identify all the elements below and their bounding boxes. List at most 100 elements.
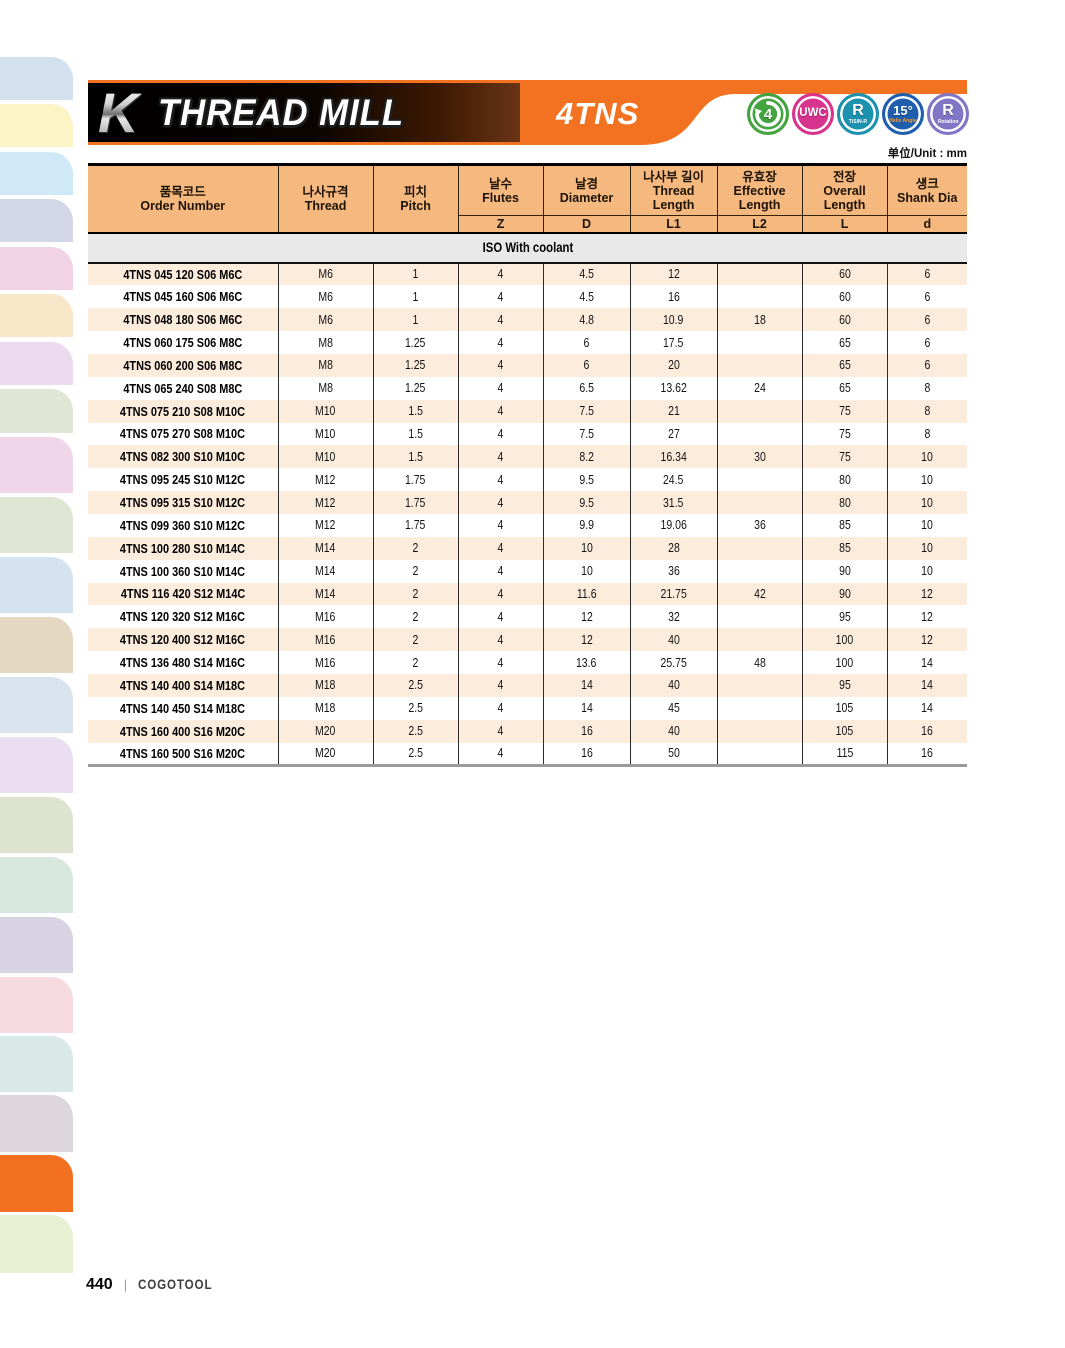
value-cell: 13.62: [629, 376, 718, 400]
side-tab-3: [0, 152, 73, 195]
spec-table: 품목코드 Order Number 나사규격 Thread 피치 Pitch 날수 Flute…: [88, 163, 967, 767]
value-cell: 14: [542, 696, 631, 720]
value-cell: 9.5: [542, 468, 631, 492]
header-row-main: 품목코드 Order Number 나사규격 Thread 피치 Pitch 날수 Flute…: [88, 164, 967, 234]
value-cell: 60: [801, 285, 888, 309]
value-cell: 60: [801, 262, 888, 286]
order-number-cell: 4TNS 120 320 S12 M16C: [120, 609, 246, 625]
value-cell: 40: [629, 673, 718, 697]
value-cell: [716, 353, 803, 377]
side-tab-21: [0, 1155, 73, 1212]
value-cell: 2.5: [372, 673, 459, 697]
value-cell: 10.9: [629, 308, 718, 332]
value-cell: 12: [542, 628, 631, 652]
side-tab-15: [0, 797, 73, 853]
value-cell: 85: [801, 536, 888, 560]
side-tab-22: [0, 1215, 73, 1273]
column-symbol: L2: [716, 215, 803, 234]
value-cell: M18: [277, 696, 374, 720]
order-number-cell: 4TNS 160 400 S16 M20C: [88, 719, 279, 743]
value-cell: 4: [457, 513, 544, 537]
value-cell: 1: [372, 308, 459, 332]
value-cell: 9.5: [542, 491, 631, 514]
value-cell: M16: [277, 628, 374, 652]
value-cell: 7.5: [542, 422, 631, 446]
order-number-cell: 4TNS 065 240 S08 M8C: [123, 380, 243, 396]
value-cell: 60: [801, 308, 888, 332]
value-cell: 27: [629, 422, 718, 446]
side-tab-8: [0, 389, 73, 433]
value-cell: 6: [886, 353, 967, 377]
value-cell: 4: [457, 308, 544, 332]
side-tab-17: [0, 917, 73, 973]
value-cell: 12: [886, 605, 967, 629]
value-cell: 1.5: [372, 445, 459, 469]
order-number-cell: 4TNS 160 500 S16 M20C: [120, 745, 246, 761]
section-label: ISO With coolant: [482, 240, 573, 255]
value-cell: 1: [372, 285, 459, 309]
value-cell: M10: [277, 445, 374, 469]
column-header-ko: 섕크: [915, 176, 939, 191]
order-number-cell: 4TNS 060 200 S06 M8C: [88, 353, 279, 377]
value-cell: M6: [277, 285, 374, 309]
column-header-en: Pitch: [400, 198, 431, 213]
value-cell: 4: [457, 285, 544, 309]
value-cell: 4.5: [542, 262, 631, 286]
column-symbol: L: [801, 215, 888, 234]
page-title: THREAD MILL: [158, 91, 405, 133]
uwc-badge-label: UWC: [799, 107, 827, 120]
side-tab-19: [0, 1036, 73, 1092]
value-cell: 100: [801, 628, 888, 652]
value-cell: 19.06: [629, 513, 718, 537]
value-cell: 28: [629, 536, 718, 560]
value-cell: 20: [629, 353, 718, 377]
table-row: 4TNS 045 160 S06 M6C M6 1 4 4.5 16 60 6: [88, 285, 967, 309]
value-cell: 4: [457, 628, 544, 652]
table-row: 4TNS 116 420 S12 M14C M14 2 4 11.6 21.75 42 90 1…: [88, 582, 967, 606]
column-header-ko: 품목코드: [159, 184, 206, 199]
value-cell: [716, 605, 803, 629]
table-row: 4TNS 120 400 S12 M16C M16 2 4 12 40 100 12: [88, 628, 967, 652]
rotation-badge-label: R: [942, 101, 954, 119]
value-cell: [716, 262, 803, 286]
value-cell: 6.5: [542, 376, 631, 400]
value-cell: 7.5: [542, 399, 631, 423]
order-number-cell: 4TNS 140 450 S14 M18C: [120, 700, 246, 716]
value-cell: [716, 696, 803, 720]
column-header: 나사부 길이 Thread Length: [629, 164, 718, 216]
value-cell: 4: [457, 468, 544, 492]
value-cell: 14: [542, 673, 631, 697]
value-cell: 16: [886, 719, 967, 743]
value-cell: 16: [886, 742, 967, 766]
column-header-ko: 날경: [575, 176, 599, 191]
column-symbol: D: [542, 215, 631, 234]
side-tab-1: [0, 57, 73, 100]
value-cell: 95: [801, 673, 888, 697]
value-cell: 65: [801, 353, 888, 377]
value-cell: 65: [801, 376, 888, 400]
uwc-badge: UWC: [792, 93, 834, 135]
tisin-r-badge: R TiSiN-R: [837, 93, 879, 135]
value-cell: 1.5: [372, 399, 459, 423]
table-row: 4TNS 140 450 S14 M18C M18 2.5 4 14 45 105 14: [88, 696, 967, 720]
tisin-r-badge-label: R: [852, 101, 864, 119]
value-cell: 1.25: [372, 376, 459, 400]
value-cell: 95: [801, 605, 888, 629]
rotation-badge: R Rotation: [927, 93, 969, 135]
side-tab-12: [0, 617, 73, 673]
value-cell: 105: [801, 719, 888, 743]
order-number-cell: 4TNS 060 175 S06 M8C: [123, 335, 243, 350]
value-cell: 21.75: [629, 582, 718, 606]
value-cell: M8: [277, 376, 374, 400]
model-label: 4TNS: [556, 96, 640, 131]
column-header: 날경 Diameter: [542, 164, 631, 216]
value-cell: M20: [277, 742, 374, 766]
value-cell: M6: [277, 262, 374, 286]
rotation-badge-subtext: Rotation: [937, 119, 959, 125]
value-cell: 4: [457, 376, 544, 400]
column-header-en: Effective Length: [733, 183, 786, 212]
value-cell: [716, 491, 803, 514]
side-tab-7: [0, 342, 73, 385]
value-cell: 8: [886, 376, 967, 400]
